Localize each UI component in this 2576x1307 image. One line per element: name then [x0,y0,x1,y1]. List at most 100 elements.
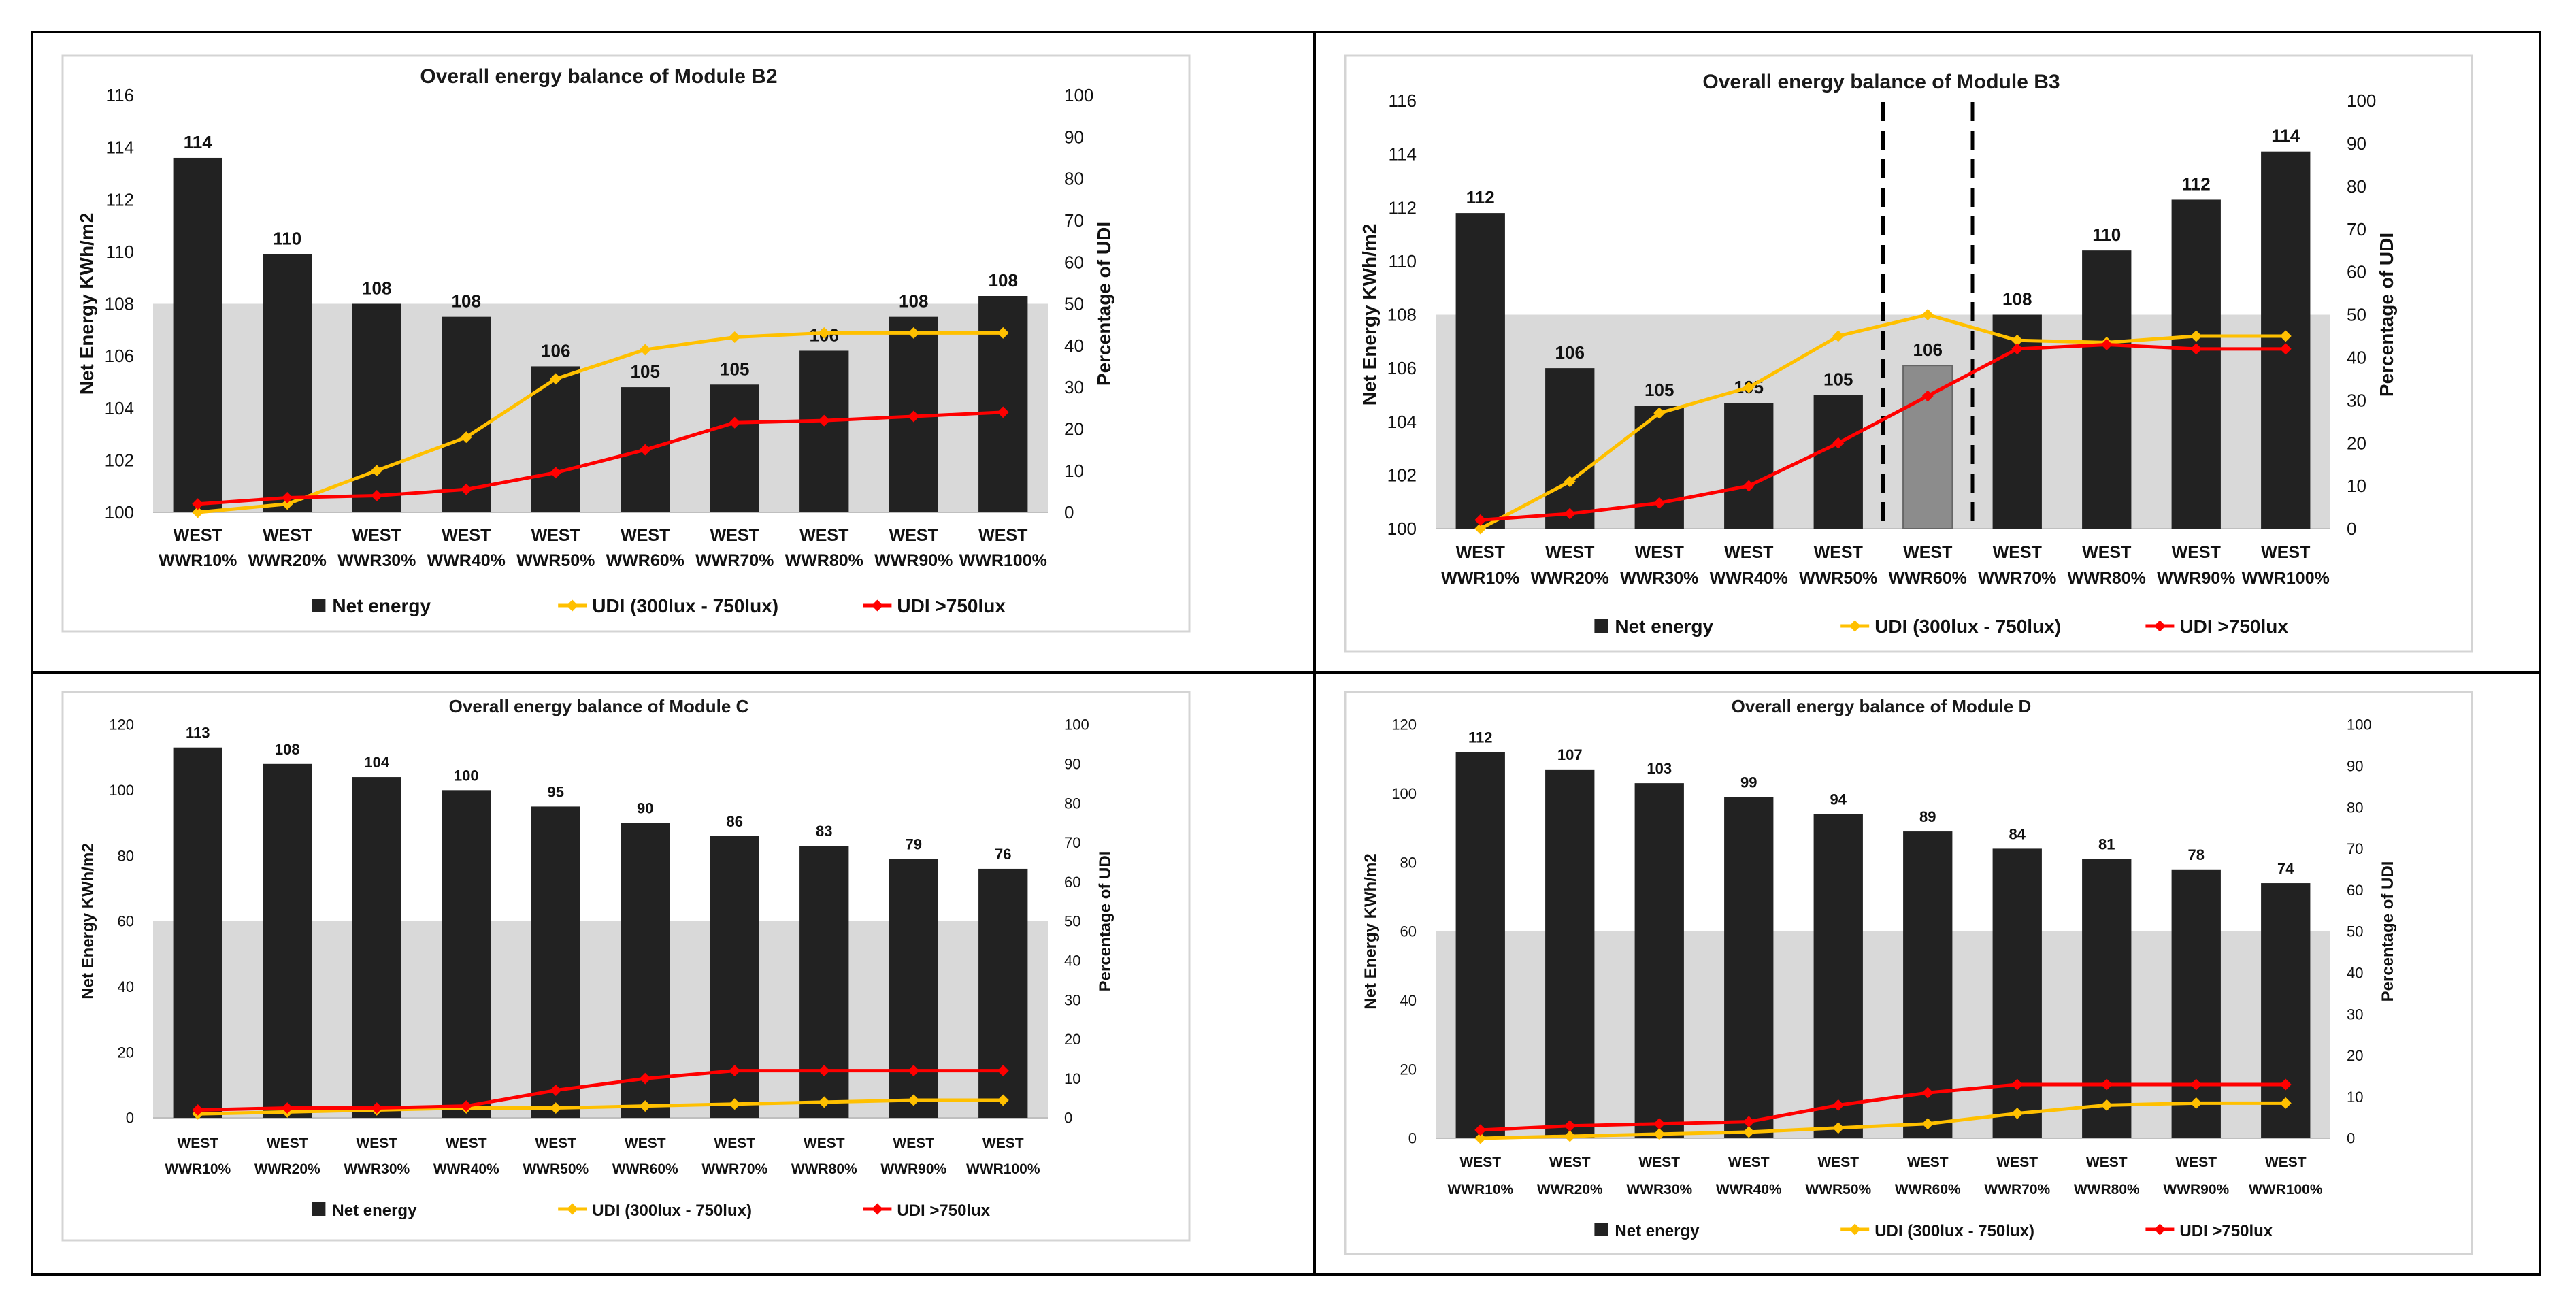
bar-net-energy [710,384,759,512]
category-label-line1: WEST [2175,1155,2217,1170]
legend-marker [2153,620,2166,632]
category-label-line2: WWR10% [1447,1182,1513,1197]
marker-udi-over-750 [281,492,293,504]
bar-data-label: 108 [452,291,481,312]
marker-udi-300-750 [1653,407,1666,419]
y-tick-label: 108 [105,294,134,314]
category-label-line1: WEST [174,526,222,545]
chart-svg-module-d: Overall energy balance of Module D 0 20 40 6… [1344,691,2473,1255]
marker-udi-over-750 [1653,497,1666,509]
y2-tick-label: 80 [2347,176,2366,197]
y2-tick-label: 60 [2347,882,2363,899]
line-udi-300-750 [1479,313,2286,531]
y-tick-label: 100 [105,502,134,523]
y2-tick-label: 10 [2347,476,2366,496]
bar-net-energy [1724,797,1774,1138]
marker-udi-over-750 [192,1104,204,1116]
y2-tick-label: 50 [1064,294,1084,314]
bar-data-label: 95 [548,783,564,800]
legend-entry: UDI (300lux - 750lux) [1875,1222,2034,1240]
y2-tick-label: 20 [1064,419,1084,440]
bar-data-label: 108 [2002,289,2032,310]
y-tick-label: 114 [1389,144,1417,165]
y-tick-label: 114 [106,137,134,158]
y-tick-label: 100 [109,782,134,799]
legend-entry: UDI >750lux [2179,1222,2273,1240]
category-label-line2: WWR60% [612,1161,678,1177]
category-label-line1: WEST [352,526,401,545]
legend-swatch-net-energy [312,599,326,612]
bar-data-label: 83 [816,823,832,840]
marker-udi-over-750 [550,1085,562,1097]
y-tick-label: 0 [126,1110,134,1127]
bar-net-energy [799,846,849,1118]
marker-udi-300-750 [639,1100,651,1112]
y-tick-label: 20 [118,1044,134,1061]
bar-net-energy [889,859,938,1118]
marker-udi-over-750 [1921,390,1934,402]
category-label-line2: WWR60% [1889,569,1967,588]
bar-data-label: 79 [906,836,922,853]
bar-data-label: 90 [637,800,653,817]
category-label-line1: WEST [267,1136,308,1151]
chart-title: Overall energy balance of Module C [449,696,749,716]
category-label-line2: WWR100% [2242,569,2330,588]
chart-title: Overall energy balance of Module B3 [1702,71,2060,93]
bar-data-label: 108 [275,741,300,758]
marker-udi-over-750 [729,416,741,429]
bar-net-energy [442,790,491,1118]
y-axis-label: Net Energy KWh/m2 [76,213,97,395]
category-label-line2: WWR40% [433,1161,499,1177]
bar-data-label: 110 [273,229,301,249]
marker-udi-300-750 [1474,523,1487,535]
category-label-line1: WEST [1545,543,1594,562]
category-label-line2: WWR30% [344,1161,410,1177]
bar-net-energy [352,777,401,1118]
bar-net-energy [1545,769,1595,1138]
y2-tick-label: 80 [1064,169,1084,189]
legend-swatch-net-energy [1594,1223,1608,1236]
y-tick-label: 100 [1387,518,1417,539]
y2-tick-label: 60 [1064,252,1084,272]
category-label-line2: WWR40% [1716,1182,1782,1197]
y2-tick-label: 30 [1064,991,1080,1008]
bar-net-energy [1992,848,2042,1138]
category-label-line1: WEST [2172,543,2221,562]
marker-udi-300-750 [1564,1130,1576,1142]
y2-tick-label: 80 [1064,795,1080,812]
category-label-line2: WWR20% [254,1161,320,1177]
category-label-line1: WEST [263,526,312,545]
marker-udi-300-750 [550,373,562,385]
line-udi-over-750 [1480,343,2286,522]
bar-net-energy [2171,199,2221,529]
bar-net-energy [1545,368,1595,529]
y2-tick-label: 100 [1064,716,1089,733]
y-tick-label: 108 [1387,305,1417,325]
bar-net-energy [621,823,670,1118]
marker-udi-over-750 [460,1100,472,1112]
category-label-line2: WWR100% [966,1161,1040,1177]
category-label-line1: WEST [1549,1155,1591,1170]
category-label-line2: WWR90% [2163,1182,2229,1197]
chart-svg-module-b2: Overall energy balance of Module B210010… [61,54,1191,633]
y2-tick-label: 70 [2347,840,2363,857]
marker-udi-300-750 [2190,1097,2202,1109]
y2-tick-label: 0 [1064,1110,1072,1127]
marker-udi-over-750 [639,1072,651,1085]
y2-tick-label: 20 [2347,1047,2363,1064]
y2-tick-label: 90 [2347,133,2366,154]
bar-data-label: 104 [364,754,389,771]
line-udi-300-750 [197,331,1004,514]
bar-data-label: 74 [2277,860,2294,877]
y-tick-label: 110 [1389,251,1417,271]
bar-data-label: 113 [186,725,210,742]
category-label-line1: WEST [1993,543,2042,562]
category-label-line1: WEST [1996,1155,2038,1170]
category-label-line1: WEST [982,1136,1024,1151]
y-tick-label: 104 [105,398,134,418]
y-tick-label: 106 [105,346,134,366]
bar-net-energy [352,303,401,512]
category-label-line1: WEST [1724,543,1773,562]
y2-tick-label: 90 [1064,127,1084,147]
bar-data-label: 108 [899,291,928,312]
